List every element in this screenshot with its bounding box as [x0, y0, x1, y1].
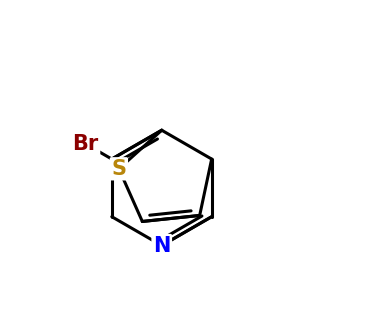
Text: N: N — [153, 235, 170, 256]
Text: S: S — [111, 159, 126, 179]
Text: Br: Br — [73, 134, 99, 154]
